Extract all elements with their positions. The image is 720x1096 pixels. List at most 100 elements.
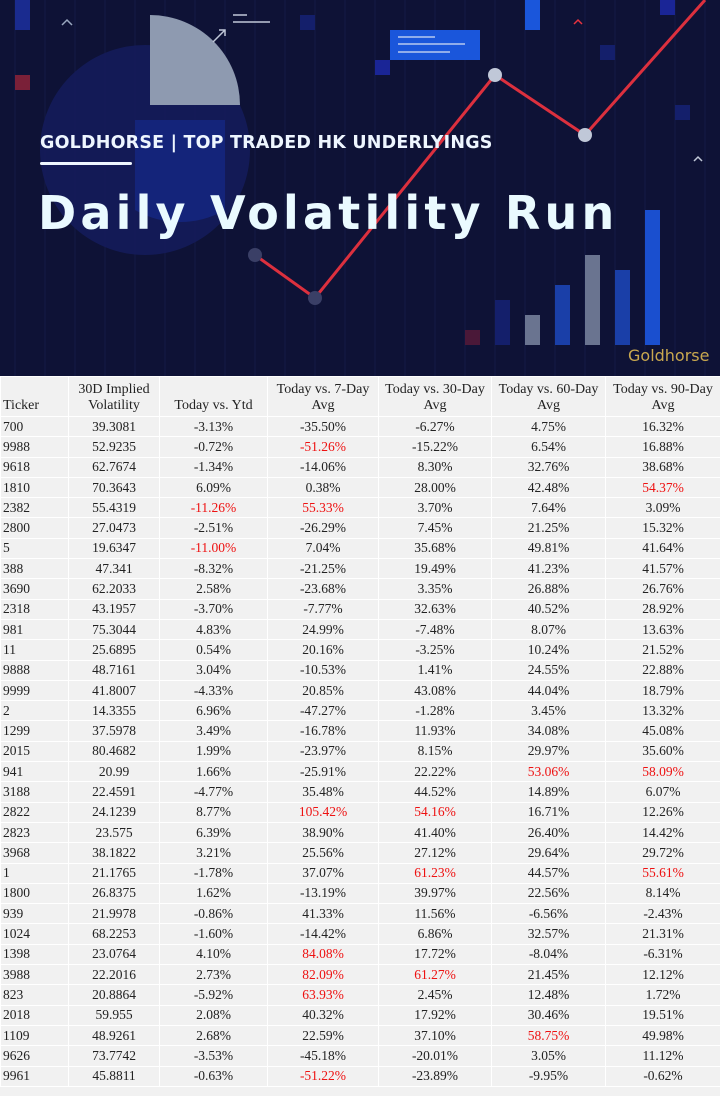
ticker-cell: 2823 (0, 821, 69, 844)
column-header: 30D Implied Volatility (68, 376, 160, 417)
value-cell: 22.59% (267, 1024, 379, 1047)
table-row: 9618 62.7674 -1.34% -14.06% 8.30% 32.76% 38.68… (0, 456, 720, 478)
ticker-cell: 9618 (0, 456, 69, 478)
value-cell: 24.99% (267, 618, 379, 641)
value-cell: -3.25% (378, 639, 492, 661)
column-header: Today vs. 60-Day Avg (491, 376, 606, 417)
value-cell: 41.33% (267, 903, 379, 925)
goldhorse-logo: Goldhorse (628, 346, 710, 365)
value-cell: -1.34% (159, 456, 268, 478)
value-cell: -0.86% (159, 903, 268, 925)
value-cell: 80.4682 (68, 740, 160, 763)
volatility-table: Ticker 30D Implied Volatility Today vs. … (0, 376, 720, 1087)
column-header: Today vs. 7-Day Avg (267, 376, 379, 417)
table-row: 2 14.3355 6.96% -47.27% -1.28% 3.45% 13.32% (0, 700, 720, 722)
table-row: 9999 41.8007 -4.33% 20.85% 43.08% 44.04% 18.79… (0, 679, 720, 702)
table-row: 3968 38.1822 3.21% 25.56% 27.12% 29.64% 29.72% (0, 842, 720, 864)
ticker-cell: 5 (0, 537, 69, 560)
value-cell: 16.32% (605, 415, 720, 438)
ticker-cell: 700 (0, 415, 69, 438)
subtitle-underline (40, 162, 132, 165)
value-cell: 34.08% (491, 720, 606, 742)
value-cell: 0.38% (267, 476, 379, 499)
value-cell: 29.72% (605, 842, 720, 864)
ticker-cell: 3968 (0, 842, 69, 864)
table-row: 11 25.6895 0.54% 20.16% -3.25% 10.24% 21.52% (0, 639, 720, 661)
table-row: 3690 62.2033 2.58% -23.68% 3.35% 26.88% 26.76% (0, 578, 720, 600)
ticker-cell: 9961 (0, 1065, 69, 1087)
value-cell: 23.575 (68, 821, 160, 844)
ticker-cell: 823 (0, 984, 69, 1006)
value-cell: 61.23% (378, 862, 492, 884)
ticker-cell: 2 (0, 700, 69, 722)
value-cell: 37.10% (378, 1024, 492, 1047)
value-cell: 12.12% (605, 964, 720, 986)
value-cell: -7.77% (267, 598, 379, 620)
table-row: 2015 80.4682 1.99% -23.97% 8.15% 29.97% 35.60% (0, 740, 720, 763)
value-cell: 41.23% (491, 558, 606, 580)
value-cell: 3.09% (605, 497, 720, 519)
table-row: 2823 23.575 6.39% 38.90% 41.40% 26.40% 14.42% (0, 821, 720, 844)
value-cell: 20.85% (267, 679, 379, 702)
value-cell: 8.15% (378, 740, 492, 763)
table-row: 1810 70.3643 6.09% 0.38% 28.00% 42.48% 54.37% (0, 476, 720, 499)
ticker-cell: 9999 (0, 679, 69, 702)
value-cell: 21.9978 (68, 903, 160, 925)
value-cell: -51.26% (267, 436, 379, 458)
value-cell: -3.70% (159, 598, 268, 620)
table-row: 2018 59.955 2.08% 40.32% 17.92% 30.46% 19.51% (0, 1004, 720, 1026)
value-cell: -4.33% (159, 679, 268, 702)
value-cell: -6.56% (491, 903, 606, 925)
value-cell: 28.92% (605, 598, 720, 620)
value-cell: 3.35% (378, 578, 492, 600)
value-cell: -23.97% (267, 740, 379, 763)
value-cell: 2.58% (159, 578, 268, 600)
table-header-row: Ticker 30D Implied Volatility Today vs. … (0, 376, 720, 417)
value-cell: 1.41% (378, 659, 492, 681)
value-cell: -15.22% (378, 436, 492, 458)
value-cell: -47.27% (267, 700, 379, 722)
value-cell: 21.31% (605, 923, 720, 945)
table-row: 823 20.8864 -5.92% 63.93% 2.45% 12.48% 1.72% (0, 984, 720, 1006)
value-cell: 6.39% (159, 821, 268, 844)
value-cell: 26.40% (491, 821, 606, 844)
value-cell: 15.32% (605, 517, 720, 539)
table-row: 3188 22.4591 -4.77% 35.48% 44.52% 14.89% 6.07% (0, 781, 720, 803)
value-cell: 6.54% (491, 436, 606, 458)
value-cell: 52.9235 (68, 436, 160, 458)
value-cell: 8.07% (491, 618, 606, 641)
ticker-cell: 1299 (0, 720, 69, 742)
value-cell: -11.26% (159, 497, 268, 519)
value-cell: -11.00% (159, 537, 268, 560)
column-header: Today vs. 90-Day Avg (605, 376, 720, 417)
value-cell: 35.68% (378, 537, 492, 560)
value-cell: 38.1822 (68, 842, 160, 864)
value-cell: 82.09% (267, 964, 379, 986)
value-cell: 6.86% (378, 923, 492, 945)
value-cell: 61.27% (378, 964, 492, 986)
value-cell: -8.32% (159, 558, 268, 580)
value-cell: 13.63% (605, 618, 720, 641)
value-cell: -1.28% (378, 700, 492, 722)
value-cell: 6.07% (605, 781, 720, 803)
value-cell: 8.77% (159, 801, 268, 823)
table-row: 939 21.9978 -0.86% 41.33% 11.56% -6.56% -2.43% (0, 903, 720, 925)
value-cell: 1.62% (159, 882, 268, 905)
value-cell: 21.52% (605, 639, 720, 661)
value-cell: -3.13% (159, 415, 268, 438)
value-cell: 44.52% (378, 781, 492, 803)
value-cell: 37.07% (267, 862, 379, 884)
table-row: 1800 26.8375 1.62% -13.19% 39.97% 22.56% 8.14% (0, 882, 720, 905)
ticker-cell: 1800 (0, 882, 69, 905)
value-cell: 28.00% (378, 476, 492, 499)
value-cell: 35.48% (267, 781, 379, 803)
ticker-cell: 1 (0, 862, 69, 884)
value-cell: 35.60% (605, 740, 720, 763)
value-cell: -51.22% (267, 1065, 379, 1087)
value-cell: 7.45% (378, 517, 492, 539)
value-cell: 44.57% (491, 862, 606, 884)
value-cell: -23.89% (378, 1065, 492, 1087)
value-cell: 37.5978 (68, 720, 160, 742)
value-cell: -2.43% (605, 903, 720, 925)
value-cell: 48.7161 (68, 659, 160, 681)
